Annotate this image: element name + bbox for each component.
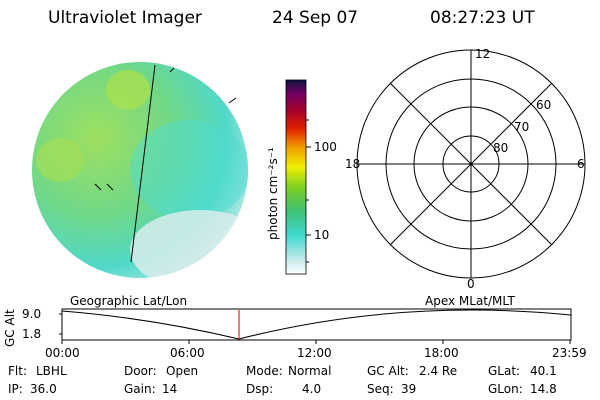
orbit-x-tick-1800: 18:00 bbox=[424, 346, 459, 360]
geographic-title: Geographic Lat/Lon bbox=[70, 294, 188, 308]
status-door-value: Open bbox=[166, 364, 199, 378]
status-gcalt-label: GC Alt: bbox=[367, 364, 409, 378]
status-flt-label: Flt: bbox=[8, 364, 27, 378]
colorbar-tick-10: 10 bbox=[314, 228, 330, 242]
orbit-x-tick-2359: 23:59 bbox=[552, 346, 587, 360]
terminator-line bbox=[130, 64, 156, 263]
status-door-label: Door: bbox=[124, 364, 157, 378]
status-ip-label: IP: bbox=[8, 382, 23, 396]
status-glat-label: GLat: bbox=[488, 364, 521, 378]
status-flt-value: LBHL bbox=[36, 364, 67, 378]
colorbar-unit-label: photon cm⁻²s⁻¹ bbox=[266, 147, 280, 240]
mlt-label-12: 12 bbox=[475, 47, 491, 61]
mlt-label-0: 0 bbox=[467, 277, 475, 291]
status-dsp-label: Dsp: bbox=[246, 382, 274, 396]
status-dsp-value: 4.0 bbox=[302, 382, 322, 396]
status-glon-value: 14.8 bbox=[530, 382, 557, 396]
colorbar-tick-100: 100 bbox=[314, 140, 337, 154]
color-bar bbox=[285, 79, 307, 275]
status-seq-label: Seq: bbox=[367, 382, 394, 396]
status-ip-value: 36.0 bbox=[30, 382, 57, 396]
status-mode-value: Normal bbox=[288, 364, 332, 378]
lat-label-80: 80 bbox=[493, 141, 509, 155]
status-glat-value: 40.1 bbox=[530, 364, 557, 378]
date-label: 24 Sep 07 bbox=[272, 8, 359, 28]
status-gain-label: Gain: bbox=[124, 382, 156, 396]
time-label: 08:27:23 UT bbox=[430, 8, 535, 28]
lat-label-60: 60 bbox=[536, 98, 552, 112]
instrument-title: Ultraviolet Imager bbox=[48, 8, 202, 28]
mlt-label-6: 6 bbox=[577, 157, 585, 171]
status-mode-label: Mode: bbox=[246, 364, 283, 378]
orbit-y-label: GC Alt bbox=[3, 309, 17, 347]
orbit-y-tick-1-8: 1.8 bbox=[22, 327, 42, 341]
orbit-y-tick-9: 9.0 bbox=[22, 307, 42, 321]
orbit-altitude-curve bbox=[61, 309, 572, 340]
orbit-x-tick-1200: 12:00 bbox=[297, 346, 332, 360]
orbit-panel bbox=[61, 308, 572, 341]
orbit-x-tick-0000: 00:00 bbox=[45, 346, 80, 360]
status-seq-value: 39 bbox=[401, 382, 417, 396]
status-gcalt-value: 2.4 Re bbox=[419, 364, 458, 378]
lat-label-70: 70 bbox=[514, 120, 530, 134]
polar-plot bbox=[356, 49, 586, 279]
uv-image bbox=[32, 62, 248, 278]
status-gain-value: 14 bbox=[162, 382, 178, 396]
orbit-x-tick-0600: 06:00 bbox=[170, 346, 205, 360]
apex-title: Apex MLat/MLT bbox=[425, 294, 515, 308]
mlt-label-18: 18 bbox=[345, 157, 361, 171]
status-glon-label: GLon: bbox=[488, 382, 523, 396]
